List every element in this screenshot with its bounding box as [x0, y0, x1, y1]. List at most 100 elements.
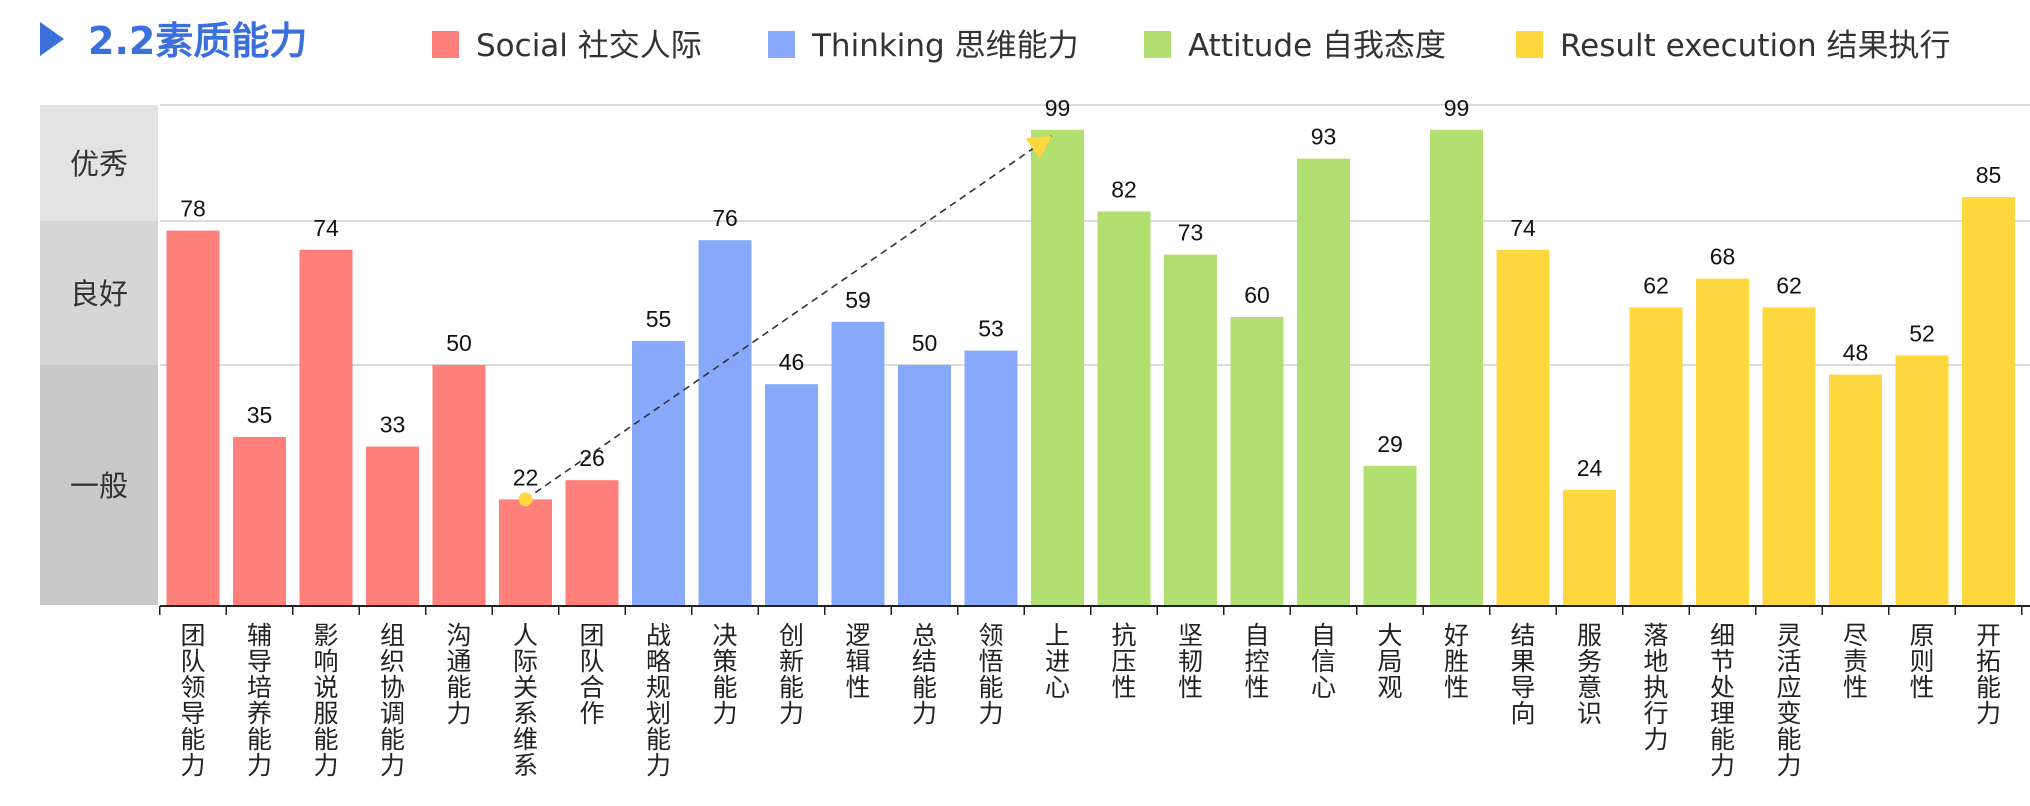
category-label: 团队合作: [579, 621, 604, 728]
trend-arrow-line: [525, 135, 1052, 501]
category-label: 原则性: [1909, 621, 1934, 702]
value-label: 50: [446, 330, 472, 356]
value-label: 76: [712, 205, 738, 231]
bar-结果导向: [1496, 249, 1550, 606]
category-label: 自信心: [1311, 621, 1336, 702]
value-label: 33: [380, 412, 406, 438]
category-label: 决策能力: [712, 621, 737, 728]
value-label: 99: [1045, 95, 1071, 121]
value-label: 73: [1178, 220, 1204, 246]
value-label: 48: [1843, 340, 1869, 366]
category-label: 结果导向: [1510, 621, 1535, 728]
bar-决策能力: [698, 240, 752, 605]
x-axis: [159, 605, 2030, 615]
value-label: 74: [1510, 215, 1536, 241]
category-label: 创新能力: [779, 621, 804, 728]
category-label: 坚韧性: [1178, 621, 1203, 702]
legend-swatch-result: [1516, 31, 1543, 58]
band-label: 一般: [70, 469, 128, 503]
trend-annotation: [518, 135, 1052, 507]
band-良好: [40, 221, 158, 365]
category-label: 尽责性: [1843, 621, 1868, 702]
legend-swatch-social: [432, 31, 459, 58]
bar-沟通能力: [432, 365, 486, 605]
category-label: 人际关系维系: [513, 621, 538, 780]
value-label: 52: [1909, 320, 1935, 346]
value-label: 93: [1311, 124, 1337, 150]
category-label: 辅导培养能力: [247, 621, 272, 780]
bar-团队领导能力: [166, 230, 220, 605]
value-label: 29: [1377, 431, 1403, 457]
category-label: 战略规划能力: [646, 621, 671, 780]
category-label: 组织协调能力: [380, 621, 405, 780]
legend-label-thinking: Thinking 思维能力: [811, 28, 1079, 64]
chart-header: 2.2素质能力 Social 社交人际 Thinking 思维能力 Attitude…: [40, 19, 1951, 64]
value-label: 99: [1444, 95, 1470, 121]
band-一般: [40, 365, 158, 605]
category-label: 逻辑性: [845, 621, 870, 702]
category-label: 灵活应变能力: [1776, 621, 1801, 780]
bar-服务意识: [1563, 489, 1616, 605]
value-label: 60: [1244, 282, 1270, 308]
category-label: 开拓能力: [1976, 621, 2001, 728]
bar-辅导培养能力: [233, 437, 286, 605]
bar-领悟能力: [964, 350, 1018, 605]
category-label: 影响说服能力: [313, 621, 338, 780]
category-label: 服务意识: [1577, 621, 1602, 728]
bar-开拓能力: [1962, 197, 2015, 605]
category-label: 上进心: [1045, 621, 1070, 702]
legend-label-social: Social 社交人际: [476, 28, 702, 64]
legend-swatch-thinking: [768, 31, 795, 58]
category-label: 自控性: [1244, 621, 1269, 702]
bar-自控性: [1230, 317, 1284, 605]
category-label: 领悟能力: [978, 621, 1003, 728]
bar-自信心: [1297, 158, 1350, 605]
bar-战略规划能力: [632, 341, 685, 605]
bar-大局观: [1363, 465, 1417, 605]
gridlines: [160, 104, 2030, 366]
category-label: 沟通能力: [446, 621, 471, 728]
category-label: 抗压性: [1111, 621, 1136, 702]
category-labels: 团队领导能力 辅导培养能力 影响说服能力 组织协调能力 沟通能力 人际关系维系 团队合作 战略…: [180, 621, 2001, 780]
bar-影响说服能力: [299, 249, 353, 606]
bar-总结能力: [898, 365, 951, 605]
bar-团队合作: [565, 480, 619, 605]
bar-原则性: [1895, 355, 1949, 605]
band-优秀: [40, 105, 158, 221]
value-label: 46: [779, 349, 805, 375]
category-label: 好胜性: [1444, 621, 1469, 702]
bar-逻辑性: [831, 321, 885, 605]
bar-细节处理能力: [1696, 278, 1749, 605]
category-label: 大局观: [1377, 621, 1402, 702]
start-dot-icon: [518, 492, 533, 507]
value-label: 50: [912, 330, 938, 356]
value-label: 53: [978, 316, 1004, 342]
value-label: 78: [180, 196, 206, 222]
arrowhead-icon: [1025, 135, 1052, 160]
legend-label-result: Result execution 结果执行: [1560, 28, 1951, 64]
bar-人际关系维系: [499, 499, 552, 605]
value-label: 62: [1776, 272, 1802, 298]
value-label: 82: [1111, 176, 1137, 202]
value-label: 62: [1643, 272, 1669, 298]
category-label: 细节处理能力: [1710, 621, 1735, 780]
bar-抗压性: [1097, 211, 1151, 605]
value-label: 59: [845, 287, 871, 313]
legend-label-attitude: Attitude 自我态度: [1188, 28, 1446, 64]
bar-坚韧性: [1164, 254, 1217, 605]
value-label: 24: [1577, 455, 1603, 481]
value-label: 55: [646, 306, 672, 332]
category-label: 落地执行力: [1643, 621, 1668, 754]
bar-组织协调能力: [366, 446, 419, 605]
title-triangle-icon: [40, 22, 64, 56]
value-label: 26: [579, 445, 605, 471]
bar-上进心: [1031, 129, 1084, 606]
value-label: 85: [1976, 162, 2002, 188]
value-label: 35: [247, 402, 273, 428]
page-title: 2.2素质能力: [88, 19, 307, 63]
bar-好胜性: [1430, 129, 1483, 606]
band-label: 优秀: [70, 147, 128, 181]
value-label: 74: [313, 215, 339, 241]
